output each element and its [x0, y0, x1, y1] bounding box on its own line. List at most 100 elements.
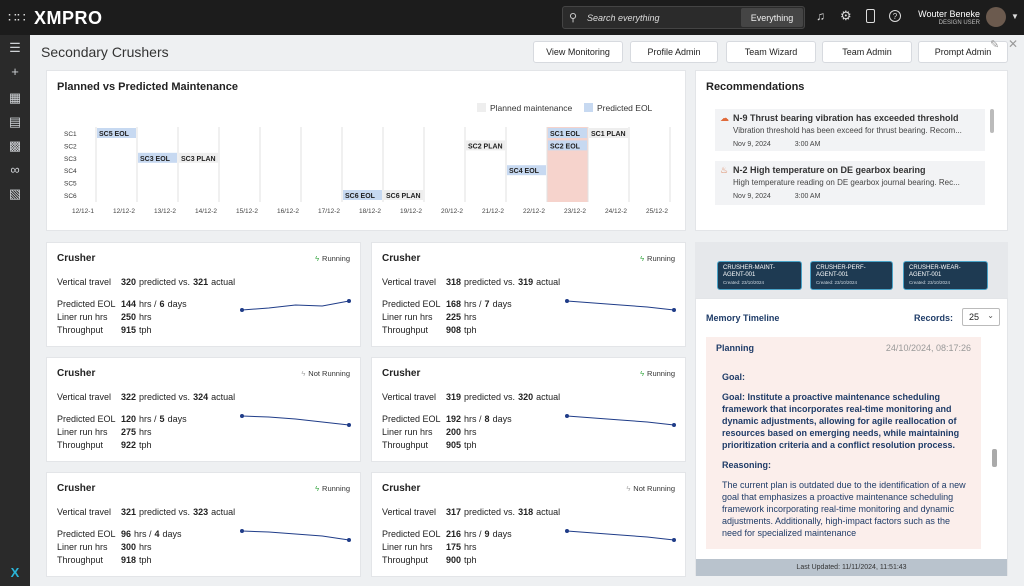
apps-icon[interactable]: ∷∷ [8, 9, 26, 26]
add-icon[interactable]: + [0, 64, 30, 79]
scrollbar[interactable] [992, 449, 997, 467]
predicted-eol: Predicted EOL192hrs /8days [382, 414, 441, 424]
agent-card[interactable]: CRUSHER-WEAR-AGENT-001Created: 23/10/202… [903, 261, 988, 290]
value: 216 [446, 529, 461, 539]
row-value: 900tph [446, 555, 477, 565]
nav-icon[interactable]: ▩ [0, 138, 30, 154]
status: ϟRunning [315, 254, 350, 263]
row-label: Throughput [57, 440, 103, 450]
predicted-eol: Predicted EOL216hrs /9days [382, 529, 441, 539]
value: 319 [518, 277, 533, 287]
trend-dot [672, 308, 676, 312]
gantt-bar-label: SC1 EOL [550, 131, 581, 138]
unit: actual [536, 277, 560, 287]
last-updated: Last Updated: 11/11/2024, 11:51:43 [696, 559, 1007, 576]
crusher-card[interactable]: CrusherϟRunningVertical travel320predict… [46, 242, 361, 347]
unit: tph [464, 440, 477, 450]
search-scope[interactable]: Everything [741, 8, 803, 27]
agent-card[interactable]: CRUSHER-PERF-AGENT-001Created: 23/10/202… [810, 261, 893, 290]
unit: hrs / [134, 529, 152, 539]
value: 192 [446, 414, 461, 424]
rec-meta: Nov 9, 20243:00 AM [733, 141, 979, 148]
settings-icon[interactable]: ⚙ [840, 8, 852, 24]
unit: hrs / [139, 414, 157, 424]
x-tick-label: 23/12-2 [564, 208, 586, 215]
nav-icon[interactable]: ∞ [0, 162, 30, 177]
throughput: Throughput915tph [57, 325, 103, 335]
value: 915 [121, 325, 136, 335]
user-menu-caret[interactable]: ▼ [1011, 12, 1019, 21]
row-value: 275hrs [121, 427, 152, 437]
menu-icon[interactable]: ☰ [0, 40, 30, 56]
gantt-chart: Planned maintenancePredicted EOL12/12-11… [47, 71, 685, 230]
status-icon: ϟ [315, 254, 319, 263]
crusher-card[interactable]: CrusherϟRunningVertical travel319predict… [371, 357, 686, 462]
recommendations-title: Recommendations [706, 81, 804, 93]
unit: predicted vs. [464, 392, 515, 402]
gantt-bar-label: SC1 PLAN [591, 131, 626, 138]
row-label: Vertical travel [57, 507, 111, 517]
row-value: 300hrs [121, 542, 152, 552]
agent-card[interactable]: CRUSHER-MAINT-AGENT-001Created: 23/10/20… [717, 261, 802, 290]
bell-icon[interactable]: ♫ [816, 9, 825, 23]
row-label: Liner run hrs [57, 542, 108, 552]
select-caret: ⌄ [987, 311, 994, 320]
search-box[interactable]: ⚲ Search everything Everything [562, 6, 805, 29]
status-text: Running [322, 254, 350, 263]
status-icon: ϟ [640, 254, 644, 263]
value: 175 [446, 542, 461, 552]
legend-swatch [477, 103, 486, 112]
recommendation[interactable]: ♨N-2 High temperature on DE gearbox bear… [715, 161, 985, 205]
nav-icon[interactable]: ▤ [0, 114, 30, 130]
crusher-card[interactable]: CrusherϟRunningVertical travel318predict… [371, 242, 686, 347]
rec-icon: ♨ [720, 165, 728, 176]
recommendation[interactable]: ☁N-9 Thrust bearing vibration has exceed… [715, 109, 985, 151]
sparkline [564, 525, 680, 545]
trend-dot [240, 529, 244, 533]
toolbar-button[interactable]: Profile Admin [630, 41, 718, 63]
unit: hrs [139, 427, 152, 437]
toolbar-button[interactable]: Team Wizard [726, 41, 816, 63]
row-label: Vertical travel [382, 392, 436, 402]
trend-dot [672, 423, 676, 427]
status-icon: ϟ [640, 369, 644, 378]
nav-icon[interactable]: ▦ [0, 90, 30, 106]
value: 321 [193, 277, 208, 287]
value: 4 [155, 529, 160, 539]
scrollbar[interactable] [990, 109, 994, 133]
agent-name: CRUSHER-MAINT-AGENT-001 [723, 265, 796, 279]
row-value: 321predicted vs.323actual [121, 507, 235, 517]
nav-icon[interactable]: ▧ [0, 186, 30, 202]
close-icon[interactable]: ✕ [1008, 37, 1018, 51]
value: 5 [160, 414, 165, 424]
trend-dot [347, 299, 351, 303]
phone-icon[interactable] [866, 9, 875, 23]
records-select[interactable]: 25⌄ [962, 308, 1000, 326]
crusher-card[interactable]: CrusherϟNot RunningVertical travel322pre… [46, 357, 361, 462]
user-role: DESIGN USER [900, 20, 980, 26]
crusher-card[interactable]: CrusherϟRunningVertical travel321predict… [46, 472, 361, 577]
row-label: Predicted EOL [57, 414, 116, 424]
value: 918 [121, 555, 136, 565]
toolbar-button[interactable]: Team Admin [822, 41, 912, 63]
status-icon: ϟ [301, 369, 305, 378]
x-tick-label: 14/12-2 [195, 208, 217, 215]
unit: tph [464, 325, 477, 335]
toolbar-button[interactable]: View Monitoring [533, 41, 623, 63]
status-text: Running [647, 369, 675, 378]
edit-icon[interactable]: ✎ [990, 38, 999, 51]
rec-title: N-9 Thrust bearing vibration has exceede… [733, 113, 979, 123]
predicted-eol: Predicted EOL96hrs /4days [57, 529, 116, 539]
reasoning-text: The current plan is outdated due to the … [722, 479, 971, 539]
x-tick-label: 21/12-2 [482, 208, 504, 215]
rec-time: 3:00 AM [795, 193, 821, 200]
logo[interactable]: XMPRO [34, 8, 103, 29]
avatar[interactable] [986, 7, 1006, 27]
crusher-card[interactable]: CrusherϟNot RunningVertical travel317pre… [371, 472, 686, 577]
status: ϟNot Running [626, 484, 675, 493]
agent-created: Created: 23/10/2024 [909, 280, 982, 285]
status-text: Running [322, 484, 350, 493]
card-title: Crusher [57, 253, 95, 264]
